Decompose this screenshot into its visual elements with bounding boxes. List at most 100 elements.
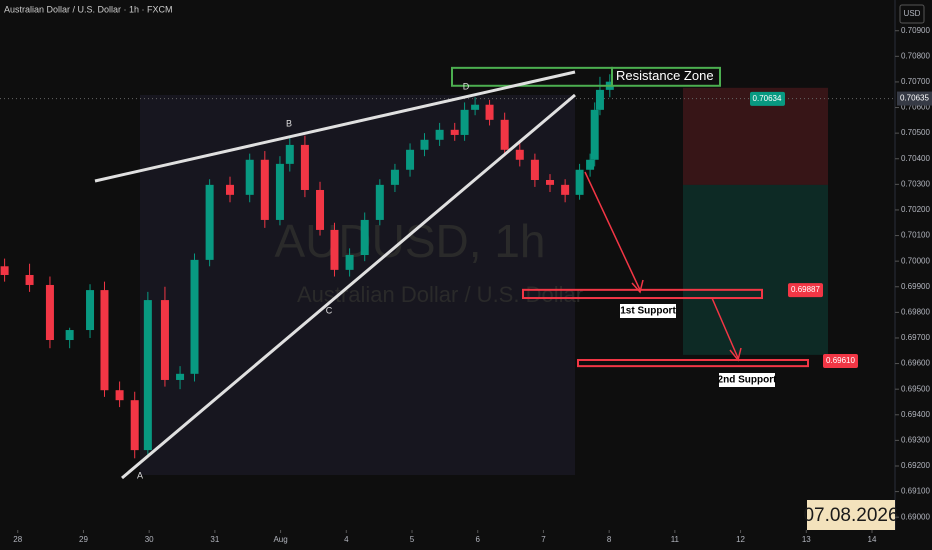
candle-body [25,274,34,285]
support-label-box [620,304,676,318]
candle-body [65,330,74,341]
wedge-fill [140,95,575,475]
support-value-label: 0.69610 [826,356,855,365]
candle-body [86,290,95,331]
y-tick-label: 0.70100 [901,231,930,240]
candle-body [450,129,459,135]
candle-body [0,266,9,275]
candle-body [100,290,109,391]
candle-body [285,144,294,164]
support-label: 2nd Support [718,375,778,386]
watermark: AUDUSD, 1h [275,215,546,267]
candle-body [115,390,124,401]
candle-body [176,373,185,380]
y-tick-label: 0.70500 [901,128,930,137]
y-tick-label: 0.69400 [901,410,930,419]
point-label: C [326,305,333,315]
candle-body [143,300,152,451]
x-tick-label: 11 [671,535,680,544]
point-label: A [137,470,143,480]
x-tick-label: 28 [13,535,22,544]
y-tick-label: 0.69500 [901,384,930,393]
candle-body [575,169,584,195]
support-label: 1st Support [620,306,676,317]
y-tick-label: 0.69100 [901,487,930,496]
support-zone [522,288,763,300]
candle-body [360,219,369,256]
point-label: B [286,118,292,128]
y-tick-label: 0.70800 [901,51,930,60]
arrow-head [729,347,742,362]
last-price-label: 0.70635 [900,94,929,103]
candle-body [590,109,599,160]
y-tick-label: 0.70200 [901,205,930,214]
x-tick-label: 30 [145,535,154,544]
candle-body [390,169,399,185]
candle-body [420,139,429,150]
candle-body [515,149,524,160]
y-tick-label: 0.69900 [901,282,930,291]
x-tick-label: 5 [410,535,415,544]
arrow [711,297,739,359]
candle-body [595,89,604,110]
candle-body [345,255,354,270]
candle-body [45,284,54,341]
plot: Resistance Zone 0.70634 0.69887 1st Support… [0,66,895,459]
date-box [807,500,895,530]
entry-flag [750,91,785,106]
candle-body [316,189,325,230]
chart-title: Australian Dollar / U.S. Dollar · 1h · F… [4,4,173,14]
upper-trendline [94,70,576,183]
candle-body [225,184,234,195]
y-tick-label: 0.70600 [901,103,930,112]
candle-body [530,159,539,180]
candle-body [435,129,444,140]
support-flag [788,283,823,298]
candle-body [245,159,254,195]
y-tick-label: 0.70000 [901,256,930,265]
x-tick-label: 7 [541,535,546,544]
candle-body [275,163,284,220]
x-tick-label: 4 [344,535,349,544]
resistance-label-box [611,66,721,87]
x-tick-label: 8 [607,535,612,544]
y-tick-label: 0.69000 [901,512,930,521]
candle-body [586,159,595,170]
entry-label: 0.70634 [753,94,782,103]
candle-body [300,144,309,190]
y-tick-label: 0.69200 [901,461,930,470]
arrow-head [631,279,644,294]
y-tick-label: 0.70300 [901,179,930,188]
resistance-label: Resistance Zone [616,68,714,83]
y-tick-label: 0.69800 [901,307,930,316]
candle-body [500,119,509,150]
candle-body [471,104,480,110]
candle-body [546,179,555,185]
x-tick-label: 14 [868,535,877,544]
arrow [584,171,641,291]
support-label-box [719,373,775,387]
date-label: 07.08.2026 [803,505,898,526]
support-zone [577,358,809,368]
support-value-label: 0.69887 [791,285,820,294]
candle-body [205,184,214,260]
x-tick-label: 31 [210,535,219,544]
candle-body [406,149,415,170]
y-tick-label: 0.70400 [901,154,930,163]
candle-body [330,229,339,270]
x-tick-label: 6 [476,535,481,544]
support-flag [823,354,858,369]
candle-body [561,184,570,195]
currency-box [899,4,925,24]
lower-trendline [121,93,576,480]
x-tick-label: 12 [736,535,745,544]
currency: USD [904,9,921,18]
candle-body [260,159,269,220]
candle-body [190,259,199,374]
candle-body [485,104,494,120]
y-tick-label: 0.70700 [901,77,930,86]
y-tick-label: 0.69600 [901,359,930,368]
x-tick-label: Aug [273,535,287,544]
